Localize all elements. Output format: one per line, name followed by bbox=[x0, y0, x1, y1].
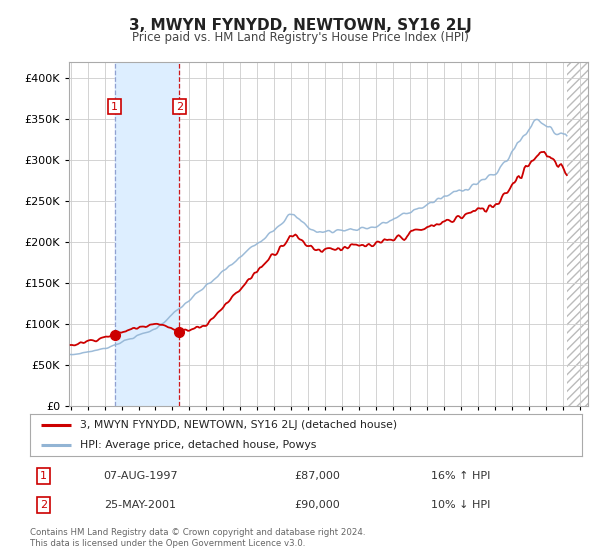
Bar bbox=[115, 62, 179, 406]
Text: 3, MWYN FYNYDD, NEWTOWN, SY16 2LJ: 3, MWYN FYNYDD, NEWTOWN, SY16 2LJ bbox=[128, 18, 472, 33]
Text: £87,000: £87,000 bbox=[294, 470, 340, 480]
Text: 2: 2 bbox=[176, 102, 183, 111]
Text: 07-AUG-1997: 07-AUG-1997 bbox=[103, 470, 178, 480]
Text: 1: 1 bbox=[40, 470, 47, 480]
Text: 1: 1 bbox=[111, 102, 118, 111]
Bar bbox=[567, 62, 600, 406]
Text: 16% ↑ HPI: 16% ↑ HPI bbox=[431, 470, 490, 480]
Text: HPI: Average price, detached house, Powys: HPI: Average price, detached house, Powy… bbox=[80, 441, 316, 450]
Text: £90,000: £90,000 bbox=[294, 500, 340, 510]
Text: Price paid vs. HM Land Registry's House Price Index (HPI): Price paid vs. HM Land Registry's House … bbox=[131, 31, 469, 44]
Text: 10% ↓ HPI: 10% ↓ HPI bbox=[431, 500, 490, 510]
Text: 2: 2 bbox=[40, 500, 47, 510]
Text: 3, MWYN FYNYDD, NEWTOWN, SY16 2LJ (detached house): 3, MWYN FYNYDD, NEWTOWN, SY16 2LJ (detac… bbox=[80, 421, 397, 430]
Text: Contains HM Land Registry data © Crown copyright and database right 2024.: Contains HM Land Registry data © Crown c… bbox=[30, 528, 365, 536]
Text: 25-MAY-2001: 25-MAY-2001 bbox=[104, 500, 176, 510]
Text: This data is licensed under the Open Government Licence v3.0.: This data is licensed under the Open Gov… bbox=[30, 539, 305, 548]
Bar bbox=[567, 62, 600, 406]
